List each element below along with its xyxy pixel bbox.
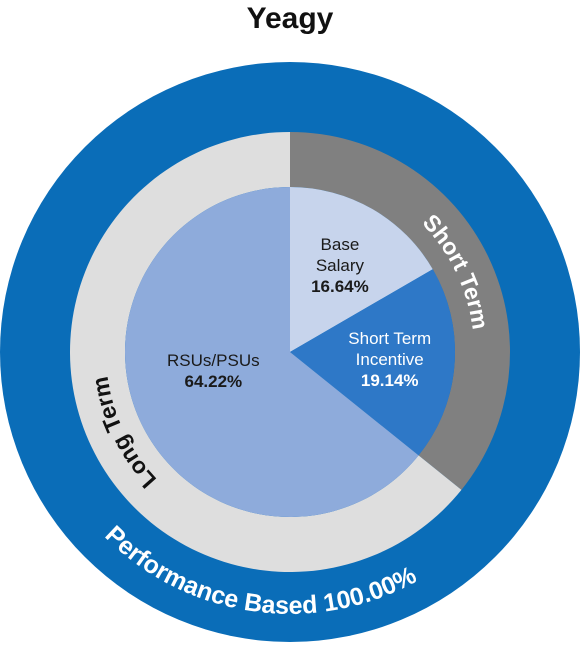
slice-label-text: RSUs/PSUs 64.22%	[158, 336, 268, 406]
value-label: 19.14%	[360, 371, 419, 391]
group-ring	[290, 132, 510, 490]
slice-label-text: Short Term Incentive 19.14%	[325, 325, 455, 395]
slice	[290, 269, 455, 456]
chart-title: Yeagy	[247, 2, 334, 35]
category-label: Short Term Incentive	[348, 329, 432, 370]
value-label: 16.64%	[311, 276, 369, 296]
category-label: RSUs/PSUs	[167, 350, 260, 370]
slice-label-text: Base Salary 16.64%	[304, 230, 376, 300]
slice	[124, 187, 419, 517]
slice	[290, 187, 433, 352]
category-label: Base Salary	[315, 234, 365, 275]
value-label: 64.22%	[184, 371, 243, 391]
